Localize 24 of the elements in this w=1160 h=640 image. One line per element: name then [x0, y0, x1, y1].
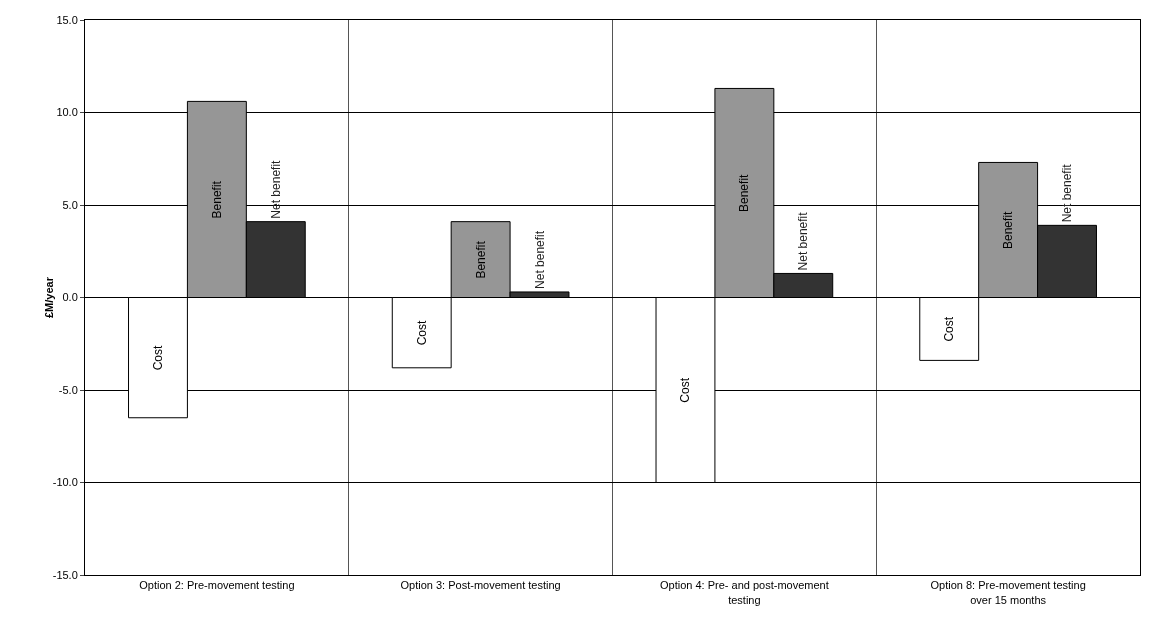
y-tick-label: 5.0 — [62, 198, 78, 211]
text: Cost — [150, 345, 165, 371]
series-label: Cost — [942, 316, 957, 342]
y-tick-label: -15.0 — [52, 568, 78, 581]
y-tick-label: 15.0 — [56, 13, 78, 26]
y-tick-label: 0.0 — [62, 291, 78, 304]
x-tick-label: Option 3: Post-movement testing — [400, 579, 561, 592]
text: Net benefit — [796, 212, 811, 271]
text: Net benefit — [532, 230, 547, 289]
series-label: Benefit — [473, 240, 488, 279]
text: Net benefit — [268, 159, 283, 219]
y-tick-label: 10.0 — [56, 106, 78, 119]
text: Benefit — [209, 181, 224, 219]
y-tick-label: -10.0 — [52, 476, 78, 489]
text: Net benefit — [1060, 164, 1075, 223]
x-tick-label: Option 4: Pre- and post-movement testing — [660, 579, 829, 606]
x-tick-label: Option 8: Pre-movement testing over 15 months — [930, 579, 1086, 606]
text: Benefit — [1001, 211, 1016, 249]
x-tick-label: Option 2: Pre-movement testing — [139, 579, 295, 592]
y-axis-title: £M/year — [43, 276, 55, 318]
y-tick-label: -5.0 — [58, 383, 78, 396]
text: Cost — [678, 377, 693, 403]
text: Benefit — [737, 174, 752, 212]
text: Cost — [414, 320, 429, 346]
